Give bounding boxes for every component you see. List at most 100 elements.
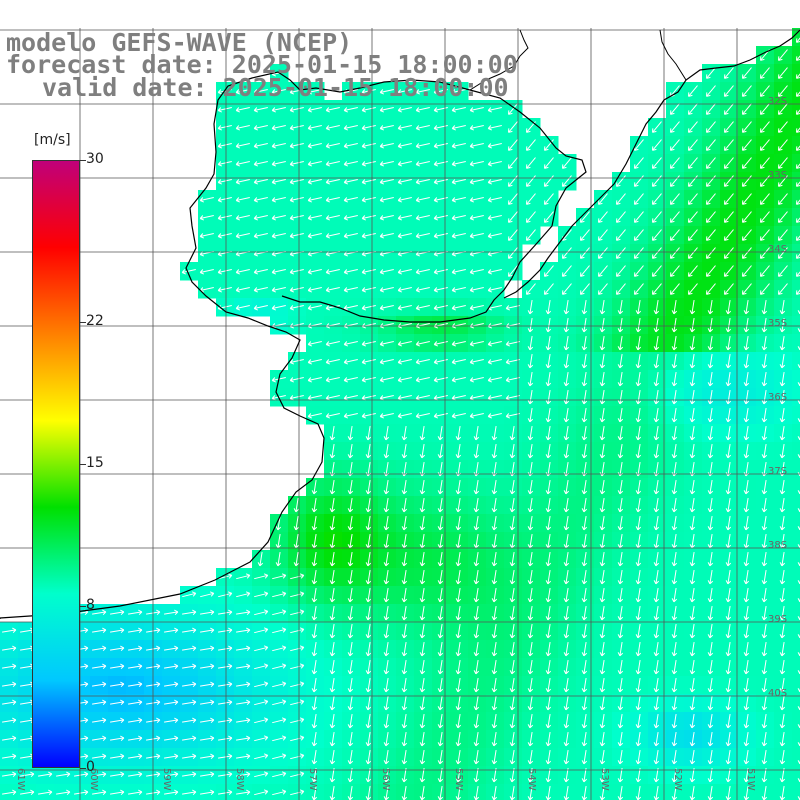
wind-arrow: [365, 552, 372, 567]
wind-arrow: [508, 229, 518, 241]
wind-arrow: [545, 318, 552, 333]
wind-arrow: [779, 660, 786, 675]
wind-arrow: [289, 377, 304, 383]
wind-arrow: [778, 229, 788, 241]
wind-arrow: [343, 179, 358, 185]
wind-arrow: [779, 696, 786, 711]
wind-arrow: [761, 696, 768, 711]
wind-arrow: [671, 678, 678, 693]
wind-arrow: [311, 714, 318, 729]
wind-arrow: [599, 318, 606, 333]
wind-arrow: [598, 229, 608, 241]
wind-arrow: [707, 498, 714, 513]
wind-arrow: [616, 247, 626, 259]
wind-arrow: [20, 789, 35, 796]
wind-arrow: [779, 606, 786, 621]
colorbar-tick-label: 22: [86, 313, 104, 330]
wind-arrow: [271, 179, 286, 185]
wind-arrow: [527, 714, 534, 729]
wind-arrow: [653, 786, 660, 800]
wind-cell: [72, 784, 91, 800]
wind-arrow: [275, 534, 282, 549]
wind-arrow: [653, 444, 660, 459]
wind-arrow: [670, 121, 680, 133]
colorbar-tick-mark: [80, 464, 86, 465]
wind-arrow: [580, 265, 590, 277]
wind-arrow: [433, 377, 448, 383]
wind-arrow: [725, 552, 732, 567]
wind-arrow: [653, 498, 660, 513]
wind-arrow: [164, 645, 179, 652]
wind-arrow: [128, 771, 143, 778]
wind-arrow: [599, 534, 606, 549]
wind-arrow: [689, 588, 696, 603]
wind-arrow: [272, 789, 287, 796]
wind-arrow: [361, 107, 376, 113]
wind-arrow: [419, 786, 426, 800]
wind-arrow: [253, 143, 268, 149]
wind-arrow: [487, 233, 502, 239]
wind-arrow: [599, 696, 606, 711]
wind-arrow: [670, 193, 680, 205]
wind-arrow: [451, 215, 466, 221]
lat-label: 32S: [768, 96, 787, 107]
wind-arrow: [307, 107, 322, 113]
wind-arrow: [689, 372, 696, 387]
wind-arrow: [508, 211, 518, 223]
wind-arrow: [455, 516, 462, 531]
wind-arrow: [779, 588, 786, 603]
wind-arrow: [329, 768, 336, 783]
wind-arrow: [617, 660, 624, 675]
wind-arrow: [580, 247, 590, 259]
wind-arrow: [545, 552, 552, 567]
wind-arrow: [563, 696, 570, 711]
wind-cell: [90, 784, 109, 800]
wind-arrow: [742, 283, 752, 295]
wind-arrow: [289, 125, 304, 131]
wind-arrow: [253, 305, 268, 311]
wind-arrow: [761, 660, 768, 675]
wind-arrow: [545, 534, 552, 549]
wind-arrow: [397, 107, 412, 113]
wind-arrow: [200, 609, 215, 616]
wind-arrow: [526, 139, 536, 151]
wind-arrow: [689, 480, 696, 495]
wind-arrow: [361, 125, 376, 131]
lat-labels: 32S 33S 34S 35S 36S 37S 38S 39S 40S: [768, 96, 787, 699]
wind-arrow: [725, 714, 732, 729]
wind-arrow: [401, 588, 408, 603]
wind-arrow: [671, 336, 678, 351]
wind-arrow: [563, 426, 570, 441]
wind-arrow: [325, 359, 340, 365]
wind-arrow: [706, 103, 716, 115]
wind-arrow: [779, 750, 786, 765]
wind-arrow: [706, 265, 716, 277]
wind-arrow: [779, 552, 786, 567]
wind-arrow: [289, 359, 304, 365]
wind-arrow: [487, 359, 502, 365]
wind-arrow: [617, 678, 624, 693]
wind-arrow: [689, 786, 696, 800]
wind-arrow: [671, 426, 678, 441]
wind-arrow: [92, 753, 107, 760]
wind-cell: [792, 784, 800, 800]
wind-arrow: [455, 480, 462, 495]
wind-arrow: [325, 161, 340, 167]
wind-arrow: [437, 534, 444, 549]
wind-arrow: [670, 139, 680, 151]
wind-arrow: [706, 193, 716, 205]
wind-arrow: [725, 354, 732, 369]
wind-arrow: [689, 606, 696, 621]
wind-cell: [252, 784, 271, 800]
wind-arrow: [199, 233, 214, 239]
wind-arrow: [419, 480, 426, 495]
wind-arrow: [455, 570, 462, 585]
wind-arrow: [469, 161, 484, 167]
wind-arrow: [200, 663, 215, 670]
wind-arrow: [491, 426, 498, 441]
wind-arrow: [361, 197, 376, 203]
wind-arrow: [527, 696, 534, 711]
wind-arrow: [110, 645, 125, 652]
wind-arrow: [599, 606, 606, 621]
wind-arrow: [689, 300, 696, 315]
